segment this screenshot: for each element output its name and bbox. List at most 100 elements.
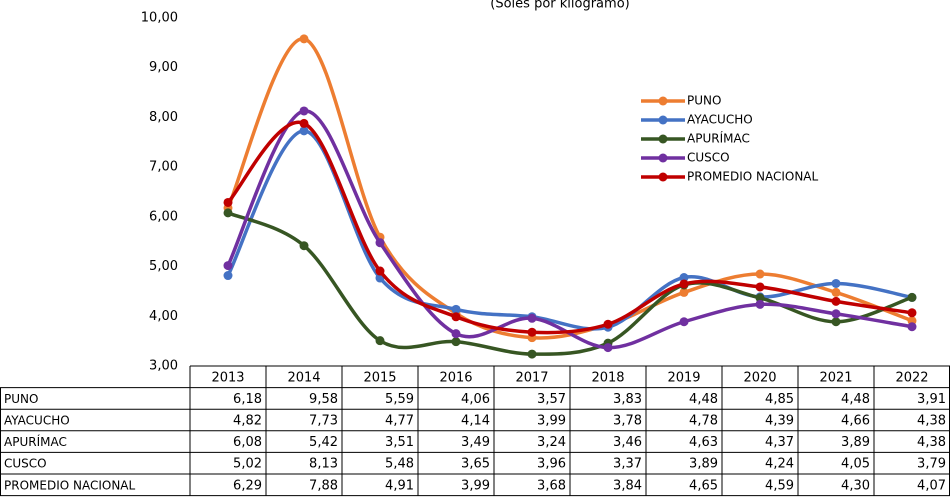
table-cell: 4,85 (765, 392, 794, 407)
table-cell: 3,96 (537, 457, 566, 472)
table-cell: 4,05 (841, 457, 870, 472)
table-cell: 4,37 (765, 435, 794, 450)
table-cell: 3,99 (537, 414, 566, 429)
data-point (299, 126, 309, 136)
table-cell: 3,99 (461, 478, 490, 493)
legend-label: CUSCO (687, 151, 730, 165)
x-tick-label: 2020 (743, 370, 776, 385)
y-tick-label: 3,00 (149, 359, 178, 374)
series-line (226, 109, 913, 350)
table-cell: 4,63 (689, 435, 718, 450)
data-point (907, 322, 917, 332)
data-point (755, 282, 765, 292)
series-line (226, 120, 913, 335)
table-cell: 9,58 (309, 392, 338, 407)
table-cell: 6,29 (233, 478, 262, 493)
data-point (223, 197, 233, 207)
x-tick-label: 2017 (515, 370, 548, 385)
table-cell: 4,14 (461, 414, 490, 429)
table-cell: 4,07 (917, 478, 946, 493)
data-point (451, 304, 461, 314)
row-label: CUSCO (4, 457, 47, 471)
x-tick-label: 2022 (895, 370, 928, 385)
data-point (831, 317, 841, 327)
series-line (227, 211, 913, 356)
y-tick-label: 5,00 (149, 259, 178, 274)
y-tick-label: 6,00 (149, 209, 178, 224)
data-point (375, 336, 385, 346)
table-cell: 4,30 (841, 478, 870, 493)
table-cell: 3,46 (613, 435, 642, 450)
table-cell: 3,24 (537, 435, 566, 450)
table-cell: 4,78 (689, 414, 718, 429)
data-point (831, 278, 841, 288)
x-tick-label: 2015 (363, 370, 396, 385)
data-point (907, 308, 917, 318)
table-cell: 4,38 (917, 414, 946, 429)
table-cell: 4,65 (689, 478, 718, 493)
chart-subtitle: (Soles por kilogramo) (490, 0, 629, 12)
y-tick-label: 9,00 (149, 60, 178, 75)
table-cell: 5,48 (385, 457, 414, 472)
data-point (527, 349, 537, 359)
data-point (299, 34, 309, 44)
table-cell: 3,91 (917, 392, 946, 407)
legend-marker (658, 115, 668, 125)
table-cell: 8,13 (309, 457, 338, 472)
data-point (831, 287, 841, 297)
table-cell: 6,18 (233, 392, 262, 407)
x-tick-label: 2018 (591, 370, 624, 385)
row-label: APURÍMAC (4, 434, 67, 449)
data-point (831, 296, 841, 306)
legend-label: APURÍMAC (687, 131, 750, 146)
data-point (375, 266, 385, 276)
table-cell: 4,82 (233, 414, 262, 429)
x-tick-label: 2019 (667, 370, 700, 385)
x-tick-label: 2014 (287, 370, 320, 385)
table-cell: 7,88 (309, 478, 338, 493)
data-point (299, 118, 309, 128)
legend-label: PUNO (687, 94, 721, 108)
y-tick-label: 4,00 (149, 309, 178, 324)
table-cell: 5,42 (309, 435, 338, 450)
table-cell: 4,91 (385, 478, 414, 493)
table-cell: 4,59 (765, 478, 794, 493)
data-point (451, 312, 461, 322)
table-cell: 4,38 (917, 435, 946, 450)
data-point (375, 238, 385, 248)
table-cell: 3,78 (613, 414, 642, 429)
table-cell: 3,57 (537, 392, 566, 407)
legend-label: AYACUCHO (687, 113, 753, 127)
table-cell: 3,79 (917, 457, 946, 472)
table-cell: 3,83 (613, 392, 642, 407)
y-tick-label: 8,00 (149, 110, 178, 125)
data-point (223, 261, 233, 271)
data-point (679, 273, 689, 283)
data-point (299, 241, 309, 251)
table-cell: 4,48 (689, 392, 718, 407)
series-line (226, 37, 913, 340)
table-cell: 3,49 (461, 435, 490, 450)
data-point (527, 313, 537, 323)
table-cell: 5,59 (385, 392, 414, 407)
row-label: AYACUCHO (4, 414, 70, 428)
x-tick-label: 2021 (819, 370, 852, 385)
table-cell: 3,68 (537, 478, 566, 493)
table-cell: 5,02 (233, 457, 262, 472)
data-point (755, 293, 765, 303)
data-point (451, 337, 461, 347)
data-point (603, 319, 613, 329)
data-point (755, 269, 765, 279)
legend-label: PROMEDIO NACIONAL (687, 170, 819, 184)
x-tick-label: 2013 (211, 370, 244, 385)
x-tick-label: 2016 (439, 370, 472, 385)
table-cell: 4,06 (461, 392, 490, 407)
data-point (755, 299, 765, 309)
table-cell: 4,48 (841, 392, 870, 407)
data-point (679, 317, 689, 327)
y-tick-label: 10,00 (141, 11, 178, 26)
data-point (223, 271, 233, 281)
table-cell: 3,51 (385, 435, 414, 450)
data-point (451, 329, 461, 339)
